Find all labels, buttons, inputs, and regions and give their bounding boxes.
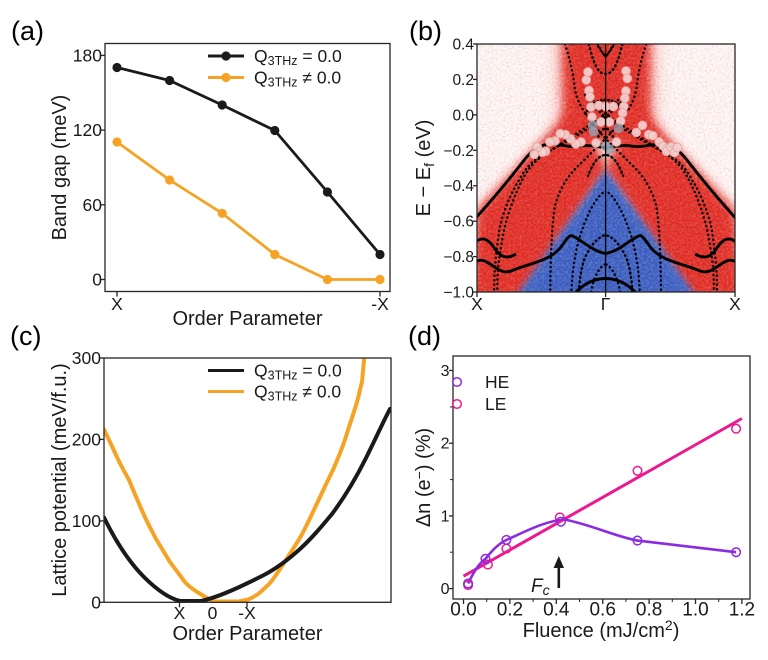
svg-text:0: 0: [441, 581, 450, 598]
svg-text:0.6: 0.6: [589, 600, 615, 621]
svg-text:1: 1: [441, 508, 450, 525]
svg-text:X: X: [729, 294, 741, 314]
svg-text:0.8: 0.8: [636, 600, 662, 621]
svg-text:HE: HE: [485, 372, 509, 392]
svg-text:2: 2: [441, 436, 450, 453]
svg-text:X: X: [111, 294, 123, 314]
svg-text:Q3THz = 0.0: Q3THz = 0.0: [254, 46, 342, 68]
svg-text:300: 300: [72, 348, 101, 368]
svg-text:X: X: [471, 294, 483, 314]
svg-text:180: 180: [73, 45, 102, 65]
svg-text:60: 60: [83, 195, 103, 215]
svg-text:200: 200: [72, 429, 101, 449]
svg-text:0.2: 0.2: [497, 600, 523, 621]
svg-text:Fluence (mJ/cm2): Fluence (mJ/cm2): [523, 617, 680, 642]
svg-text:0: 0: [91, 592, 101, 612]
svg-text:Band gap (meV): Band gap (meV): [49, 95, 71, 241]
svg-text:Q3THz ≠ 0.0: Q3THz ≠ 0.0: [254, 382, 341, 404]
svg-text:−0.2: −0.2: [443, 143, 474, 160]
svg-text:Lattice potential (meV/f.u.): Lattice potential (meV/f.u.): [49, 363, 71, 596]
svg-text:Fc: Fc: [531, 576, 550, 598]
svg-text:(b): (b): [409, 16, 442, 46]
svg-text:0.0: 0.0: [452, 107, 474, 124]
svg-text:0.4: 0.4: [452, 37, 474, 54]
svg-text:Order Parameter: Order Parameter: [172, 308, 322, 330]
svg-text:1.2: 1.2: [729, 600, 755, 621]
svg-text:100: 100: [72, 511, 101, 531]
svg-text:Q3THz ≠ 0.0: Q3THz ≠ 0.0: [254, 68, 341, 90]
svg-text:E − Ef (eV): E − Ef (eV): [413, 120, 437, 217]
svg-text:−1.0: −1.0: [443, 285, 474, 302]
svg-text:1.0: 1.0: [682, 600, 708, 621]
svg-text:LE: LE: [485, 394, 506, 414]
svg-text:120: 120: [73, 120, 102, 140]
svg-text:X: X: [174, 603, 186, 623]
svg-text:−0.8: −0.8: [443, 249, 474, 266]
svg-text:0.4: 0.4: [543, 600, 570, 621]
svg-text:−0.4: −0.4: [443, 178, 474, 195]
svg-text:−0.6: −0.6: [443, 214, 474, 231]
svg-text:0: 0: [92, 270, 102, 290]
svg-text:-X: -X: [371, 294, 389, 314]
svg-text:3: 3: [441, 363, 450, 380]
svg-text:(c): (c): [10, 321, 41, 351]
svg-text:(a): (a): [11, 16, 44, 46]
svg-text:Order Parameter: Order Parameter: [172, 623, 322, 645]
svg-text:0.2: 0.2: [452, 72, 474, 89]
svg-text:0.0: 0.0: [450, 600, 476, 621]
svg-text:Γ: Γ: [601, 294, 611, 314]
svg-text:-X: -X: [238, 603, 256, 623]
svg-text:0: 0: [208, 603, 218, 623]
svg-text:Q3THz = 0.0: Q3THz = 0.0: [254, 361, 342, 383]
svg-text:(d): (d): [408, 321, 441, 351]
